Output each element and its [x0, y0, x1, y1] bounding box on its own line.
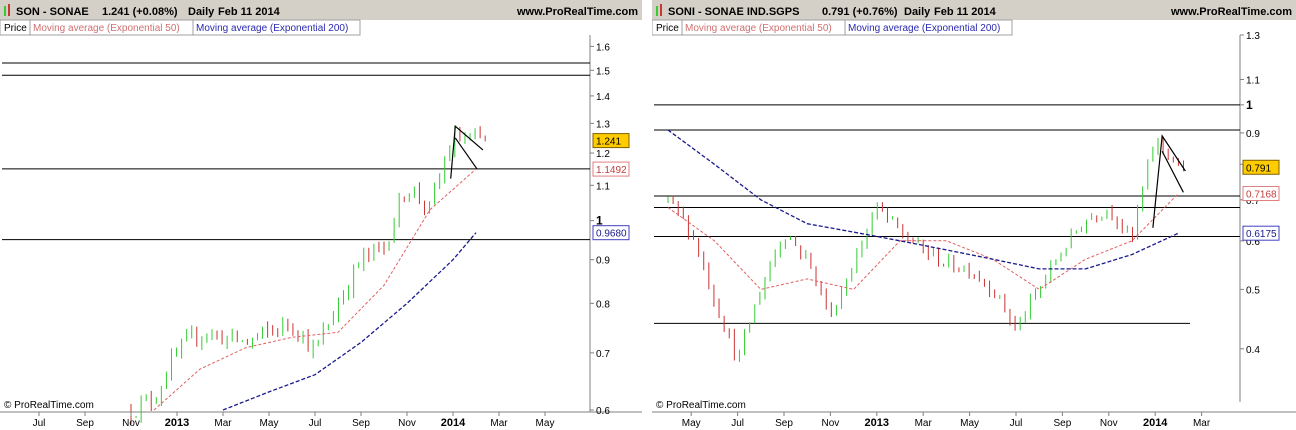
- y-tick-label: 1.3: [596, 119, 610, 130]
- ma200-line: [222, 232, 477, 411]
- chart-symbol: SONI - SONAE IND.SGPS: [668, 6, 799, 18]
- x-tick-label: Nov: [122, 418, 140, 429]
- y-tick-label: 1.5: [596, 66, 610, 77]
- x-tick-label: Sep: [775, 418, 793, 429]
- x-tick-label: Jul: [731, 418, 744, 429]
- x-tick-label: Sep: [352, 418, 370, 429]
- y-tick-label: 1.4: [596, 92, 610, 103]
- legend-ma200[interactable]: Moving average (Exponential 200): [196, 23, 348, 34]
- ma200-badge-box: [592, 225, 630, 241]
- chart-symbol: SON - SONAE: [16, 6, 89, 18]
- x-tick-label: Sep: [76, 418, 94, 429]
- chart-timeframe: Daily: [188, 6, 215, 18]
- y-tick-label: 0.4: [1246, 345, 1260, 356]
- chart-date: Feb 11 2014: [218, 6, 281, 18]
- ma200-line: [667, 129, 1179, 270]
- price-chart-icon: [8, 4, 10, 16]
- ma50-badge-box: [592, 161, 630, 177]
- x-tick-label: Jul: [309, 418, 322, 429]
- pennant-lower-line: [1161, 150, 1184, 193]
- x-tick-label: May: [536, 418, 555, 429]
- pennant-upper-line: [450, 125, 484, 179]
- x-tick-label: 2014: [1143, 417, 1168, 429]
- legend-bar: [0, 19, 361, 36]
- price-chart-icon: [656, 6, 658, 16]
- price-badge: 0.791: [1246, 163, 1271, 174]
- price-chart-icon: [660, 4, 662, 16]
- y-tick-label: 0.7: [1246, 196, 1260, 207]
- x-tick-label: Mar: [1193, 418, 1211, 429]
- x-tick-label: May: [960, 418, 979, 429]
- pennant-upper-line: [1152, 134, 1186, 228]
- ma50-badge-box: [1242, 185, 1280, 201]
- ma200-badge-box: [1242, 225, 1280, 241]
- y-tick-label: 0.9: [596, 256, 610, 267]
- x-tick-label: 2013: [865, 417, 889, 429]
- x-tick-label: Mar: [214, 418, 232, 429]
- copyright-label: © ProRealTime.com: [656, 400, 746, 411]
- ma50-line: [667, 193, 1179, 290]
- x-tick-label: May: [682, 418, 701, 429]
- price-badge: 1.241: [596, 137, 621, 148]
- ma200-badge: 0.9680: [596, 229, 627, 240]
- y-tick-label: 1.2: [596, 149, 610, 160]
- y-tick-label: 0.6: [596, 406, 610, 417]
- legend-ma50[interactable]: Moving average (Exponential 50): [685, 23, 832, 34]
- chart-site-link[interactable]: www.ProRealTime.com: [1170, 6, 1292, 18]
- y-tick-label: 1.3: [1246, 31, 1260, 42]
- y-tick-label: 1.1: [596, 181, 610, 192]
- x-tick-label: 2014: [441, 417, 466, 429]
- chart-quote: 1.241 (+0.08%): [102, 6, 178, 18]
- y-tick-label: 1.1: [1246, 75, 1260, 86]
- x-tick-label: 2013: [165, 417, 189, 429]
- y-tick-label: 0.9: [1246, 129, 1260, 140]
- price-chart-icon: [4, 6, 6, 16]
- panel-divider: [642, 0, 652, 430]
- chart-timeframe: Daily: [904, 6, 931, 18]
- x-tick-label: Nov: [822, 418, 840, 429]
- x-tick-label: Jul: [33, 418, 46, 429]
- y-tick-label: 1: [1246, 98, 1253, 112]
- chart-panel-sonae: SON - SONAE 1.241 (+0.08%) Daily Feb 11 201…: [0, 0, 642, 430]
- y-tick-label: 0.7: [596, 349, 610, 360]
- ma50-badge: 0.7168: [1246, 189, 1277, 200]
- x-tick-label: Sep: [1054, 418, 1072, 429]
- y-tick-label: 1: [596, 214, 603, 228]
- price-badge-box: [1242, 159, 1280, 175]
- chart-header-bar: [652, 0, 1296, 20]
- x-tick-label: Mar: [490, 418, 508, 429]
- x-tick-label: Jul: [1010, 418, 1023, 429]
- chart-svg-sonae[interactable]: SON - SONAE 1.241 (+0.08%) Daily Feb 11 201…: [0, 0, 642, 430]
- x-tick-label: Nov: [398, 418, 416, 429]
- pennant-lower-line: [454, 137, 478, 170]
- chart-quote: 0.791 (+0.76%): [822, 6, 898, 18]
- legend-bar: [652, 19, 1013, 36]
- chart-panel-soni: SONI - SONAE IND.SGPS 0.791 (+0.76%) Daily…: [652, 0, 1296, 430]
- legend-price[interactable]: Price: [656, 23, 679, 34]
- chart-svg-soni[interactable]: SONI - SONAE IND.SGPS 0.791 (+0.76%) Daily…: [652, 0, 1296, 430]
- x-tick-label: May: [260, 418, 279, 429]
- legend-ma50[interactable]: Moving average (Exponential 50): [33, 23, 180, 34]
- y-tick-label: 0.6: [1246, 237, 1260, 248]
- y-tick-label: 0.5: [1246, 285, 1260, 296]
- y-tick-label: 0.8: [596, 299, 610, 310]
- price-badge-box: [592, 133, 630, 149]
- x-tick-label: Mar: [915, 418, 933, 429]
- chart-header-bar: [0, 0, 642, 20]
- ma200-badge: 0.6175: [1246, 229, 1277, 240]
- legend-ma200[interactable]: Moving average (Exponential 200): [848, 23, 1000, 34]
- copyright-label: © ProRealTime.com: [4, 400, 94, 411]
- chart-date: Feb 11 2014: [934, 6, 997, 18]
- x-tick-label: Nov: [1100, 418, 1118, 429]
- legend-price[interactable]: Price: [4, 23, 27, 34]
- chart-site-link[interactable]: www.ProRealTime.com: [516, 6, 638, 18]
- ma50-line: [153, 168, 477, 411]
- ma50-badge: 1.1492: [596, 165, 627, 176]
- y-tick-label: 1.6: [596, 42, 610, 53]
